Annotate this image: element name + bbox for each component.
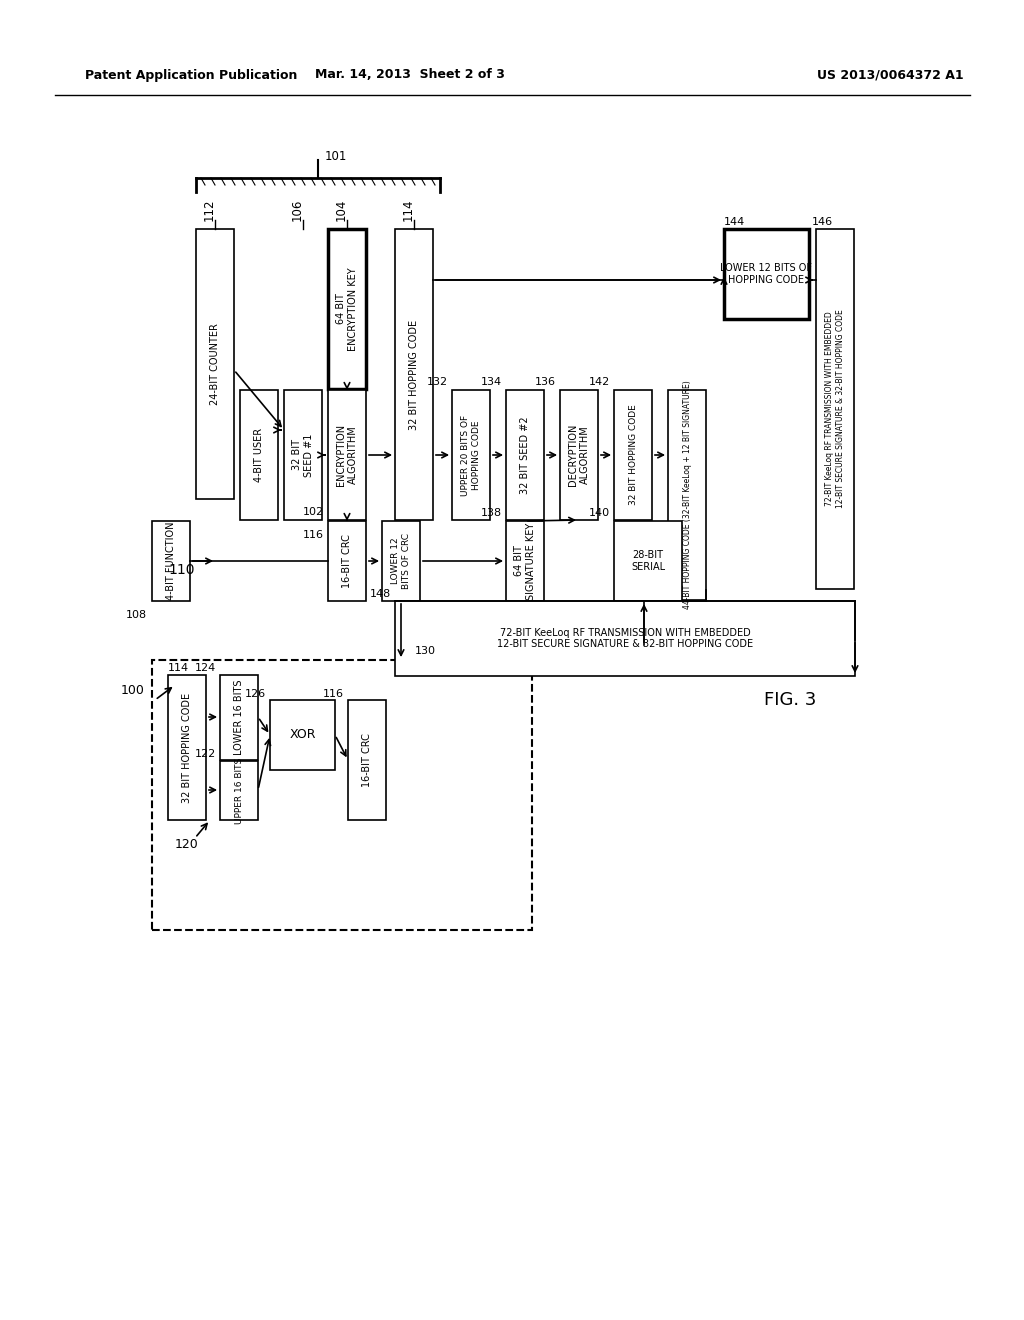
Bar bbox=[328, 389, 366, 520]
Bar bbox=[506, 389, 544, 520]
Bar bbox=[270, 700, 335, 770]
Text: 72-BIT KeeLoq RF TRANSMISSION WITH EMBEDDED
12-BIT SECURE SIGNATURE & 32-BIT HOP: 72-BIT KeeLoq RF TRANSMISSION WITH EMBED… bbox=[825, 310, 845, 508]
Bar bbox=[560, 389, 598, 520]
Text: 126: 126 bbox=[245, 689, 266, 700]
Bar bbox=[152, 660, 532, 931]
Text: 140: 140 bbox=[589, 508, 610, 517]
Bar bbox=[614, 521, 682, 601]
Text: Mar. 14, 2013  Sheet 2 of 3: Mar. 14, 2013 Sheet 2 of 3 bbox=[315, 69, 505, 82]
Bar bbox=[328, 521, 366, 601]
Bar bbox=[452, 389, 490, 520]
Text: 64 BIT
ENCRYPTION KEY: 64 BIT ENCRYPTION KEY bbox=[336, 267, 357, 351]
Text: UPPER 16 BITS: UPPER 16 BITS bbox=[234, 758, 244, 824]
Bar bbox=[284, 389, 322, 520]
Bar bbox=[196, 228, 234, 499]
Text: 130: 130 bbox=[415, 645, 436, 656]
Text: US 2013/0064372 A1: US 2013/0064372 A1 bbox=[817, 69, 964, 82]
Text: 132: 132 bbox=[427, 378, 449, 387]
Bar bbox=[614, 389, 652, 520]
Text: 106: 106 bbox=[291, 199, 303, 222]
Bar bbox=[382, 521, 420, 601]
Text: 112: 112 bbox=[203, 199, 215, 222]
Text: 124: 124 bbox=[195, 663, 216, 673]
Text: 32 BIT SEED #2: 32 BIT SEED #2 bbox=[520, 416, 530, 494]
Text: 116: 116 bbox=[303, 531, 324, 540]
Text: 4-BIT USER: 4-BIT USER bbox=[254, 428, 264, 482]
Text: XOR: XOR bbox=[289, 729, 315, 742]
Bar bbox=[348, 700, 386, 820]
Text: 16-BIT CRC: 16-BIT CRC bbox=[342, 535, 352, 587]
Text: 110: 110 bbox=[168, 564, 195, 577]
Text: 116: 116 bbox=[323, 689, 344, 700]
Text: LOWER 12 BITS OF
HOPPING CODE: LOWER 12 BITS OF HOPPING CODE bbox=[721, 263, 812, 285]
Text: 72-BIT KeeLoq RF TRANSMISSION WITH EMBEDDED
12-BIT SECURE SIGNATURE & 32-BIT HOP: 72-BIT KeeLoq RF TRANSMISSION WITH EMBED… bbox=[497, 628, 753, 649]
Bar bbox=[220, 762, 258, 820]
Bar bbox=[395, 228, 433, 520]
Text: 32 BIT HOPPING CODE: 32 BIT HOPPING CODE bbox=[182, 693, 193, 803]
Text: 28-BIT
SERIAL: 28-BIT SERIAL bbox=[631, 550, 665, 572]
Bar bbox=[220, 675, 258, 760]
Text: FIG. 3: FIG. 3 bbox=[764, 690, 816, 709]
Text: 24-BIT COUNTER: 24-BIT COUNTER bbox=[210, 323, 220, 405]
Bar bbox=[168, 675, 206, 820]
Bar bbox=[506, 521, 544, 601]
Bar bbox=[668, 389, 706, 601]
Text: 122: 122 bbox=[195, 748, 216, 759]
Bar bbox=[328, 228, 366, 389]
Text: 114: 114 bbox=[168, 663, 189, 673]
Text: 32 BIT
SEED #1: 32 BIT SEED #1 bbox=[292, 433, 313, 477]
Text: 100: 100 bbox=[121, 684, 145, 697]
Text: 148: 148 bbox=[370, 589, 391, 599]
Text: 104: 104 bbox=[335, 199, 347, 222]
Bar bbox=[240, 389, 278, 520]
Text: 4-BIT FUNCTION: 4-BIT FUNCTION bbox=[166, 521, 176, 601]
Text: DECRYPTION
ALGORITHM: DECRYPTION ALGORITHM bbox=[568, 424, 590, 486]
Text: 101: 101 bbox=[325, 149, 347, 162]
Text: 142: 142 bbox=[589, 378, 610, 387]
Text: 146: 146 bbox=[812, 216, 834, 227]
Text: 32 BIT HOPPING CODE: 32 BIT HOPPING CODE bbox=[629, 405, 638, 506]
Text: UPPER 20 BITS OF
HOPPING CODE: UPPER 20 BITS OF HOPPING CODE bbox=[461, 414, 480, 495]
Text: 120: 120 bbox=[175, 838, 199, 851]
Bar bbox=[724, 228, 809, 319]
Text: 114: 114 bbox=[401, 199, 415, 222]
Text: 64 BIT
SIGNATURE KEY: 64 BIT SIGNATURE KEY bbox=[514, 523, 536, 599]
Text: Patent Application Publication: Patent Application Publication bbox=[85, 69, 297, 82]
Text: 32 BIT HOPPING CODE: 32 BIT HOPPING CODE bbox=[409, 319, 419, 429]
Text: 136: 136 bbox=[535, 378, 556, 387]
Text: 16-BIT CRC: 16-BIT CRC bbox=[362, 733, 372, 787]
Text: 134: 134 bbox=[481, 378, 502, 387]
Text: ENCRYPTION
ALGORITHM: ENCRYPTION ALGORITHM bbox=[336, 424, 357, 486]
Text: LOWER 16 BITS: LOWER 16 BITS bbox=[234, 680, 244, 755]
Bar bbox=[152, 521, 190, 601]
Text: 144: 144 bbox=[724, 216, 745, 227]
Text: 102: 102 bbox=[303, 507, 324, 517]
Bar bbox=[816, 228, 854, 589]
Text: 138: 138 bbox=[481, 508, 502, 517]
Text: 108: 108 bbox=[126, 610, 147, 620]
Text: LOWER 12
BITS OF CRC: LOWER 12 BITS OF CRC bbox=[391, 533, 411, 589]
Bar bbox=[395, 601, 855, 676]
Text: 44-BIT HOPPING CODE (32-BIT KeeLoq + 12 BIT SIGNATURE): 44-BIT HOPPING CODE (32-BIT KeeLoq + 12 … bbox=[683, 380, 691, 610]
